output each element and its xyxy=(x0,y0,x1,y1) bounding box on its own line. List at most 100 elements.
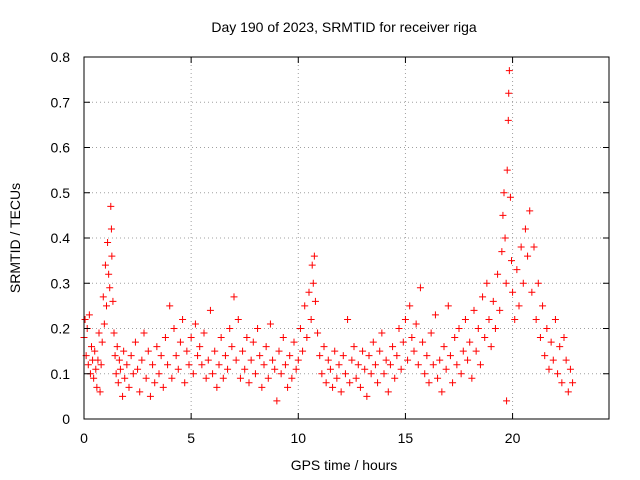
data-point xyxy=(221,352,229,360)
data-point xyxy=(558,379,566,387)
y-axis-tick-labels: 0 0.1 0.2 0.3 0.4 0.5 0.6 0.7 0.8 xyxy=(51,49,71,427)
data-point xyxy=(290,338,298,346)
x-axis-label: GPS time / hours xyxy=(291,457,398,473)
y-tick-label: 0.1 xyxy=(51,366,71,382)
data-point xyxy=(92,365,100,373)
data-point xyxy=(294,356,302,364)
data-point xyxy=(427,329,435,337)
data-point xyxy=(536,334,544,342)
y-tick-label: 0.3 xyxy=(51,275,71,291)
data-point xyxy=(410,347,418,355)
data-point xyxy=(416,284,424,292)
data-point xyxy=(429,361,437,369)
data-point xyxy=(350,343,358,351)
y-tick-label: 0.8 xyxy=(51,49,71,65)
y-tick-label: 0.4 xyxy=(51,230,71,246)
data-point xyxy=(91,347,99,355)
data-point xyxy=(224,365,232,373)
data-point xyxy=(202,374,210,382)
data-point xyxy=(198,361,206,369)
x-tick-label: 20 xyxy=(505,430,521,446)
data-point xyxy=(176,338,184,346)
data-point xyxy=(307,315,315,323)
data-point xyxy=(288,374,296,382)
data-point xyxy=(251,370,259,378)
data-point xyxy=(284,383,292,391)
data-point xyxy=(109,297,117,305)
data-point xyxy=(183,347,191,355)
data-point xyxy=(335,361,343,369)
data-point xyxy=(421,370,429,378)
data-point xyxy=(543,325,551,332)
data-point xyxy=(517,243,525,251)
data-point xyxy=(153,343,161,351)
data-point xyxy=(369,338,377,346)
data-point xyxy=(554,370,562,378)
data-point xyxy=(112,370,120,378)
data-point xyxy=(534,279,542,287)
data-point xyxy=(260,361,268,369)
data-point xyxy=(521,225,529,233)
data-point xyxy=(359,347,367,355)
data-point xyxy=(505,89,513,97)
data-point xyxy=(194,352,202,360)
data-point xyxy=(279,334,287,342)
data-point xyxy=(386,361,394,369)
data-point xyxy=(144,347,152,355)
data-point xyxy=(419,338,427,346)
data-point xyxy=(258,383,266,391)
data-point xyxy=(292,365,300,373)
data-point xyxy=(215,361,223,369)
data-point xyxy=(296,325,304,332)
data-point xyxy=(228,343,236,351)
data-point xyxy=(174,365,182,373)
data-point xyxy=(98,338,106,346)
data-point xyxy=(549,356,557,364)
data-point xyxy=(498,248,506,256)
data-point xyxy=(281,361,289,369)
data-point xyxy=(532,315,540,323)
data-point xyxy=(142,374,150,382)
data-point xyxy=(247,356,255,364)
y-tick-label: 0.2 xyxy=(51,321,71,337)
data-point xyxy=(374,379,382,387)
data-point xyxy=(95,329,103,337)
data-point xyxy=(236,374,244,382)
data-point xyxy=(431,311,439,319)
data-point xyxy=(107,225,115,233)
x-tick-label: 15 xyxy=(398,430,414,446)
data-point xyxy=(470,306,478,314)
data-point xyxy=(123,361,131,369)
data-point xyxy=(406,302,414,310)
data-point xyxy=(303,334,311,342)
data-point xyxy=(232,356,240,364)
data-point xyxy=(301,302,309,310)
data-point xyxy=(105,270,113,278)
data-point xyxy=(314,329,322,337)
data-point xyxy=(249,338,257,346)
data-point xyxy=(239,347,247,355)
data-point xyxy=(324,356,332,364)
data-point xyxy=(526,207,534,215)
data-point xyxy=(299,347,307,355)
data-point xyxy=(491,325,499,332)
data-point xyxy=(408,334,416,342)
x-tick-label: 10 xyxy=(290,430,306,446)
data-point xyxy=(136,388,144,396)
data-point xyxy=(389,343,397,351)
data-point xyxy=(436,356,444,364)
data-point xyxy=(181,379,189,387)
data-point xyxy=(457,370,465,378)
data-point xyxy=(206,306,214,314)
data-point xyxy=(485,315,493,323)
data-point xyxy=(556,343,564,351)
data-point xyxy=(341,370,349,378)
data-point xyxy=(273,397,281,405)
data-point xyxy=(161,334,169,342)
data-point xyxy=(318,370,326,378)
data-point xyxy=(399,338,407,346)
data-point xyxy=(569,379,577,387)
data-point xyxy=(524,252,532,260)
y-tick-label: 0 xyxy=(62,411,70,427)
